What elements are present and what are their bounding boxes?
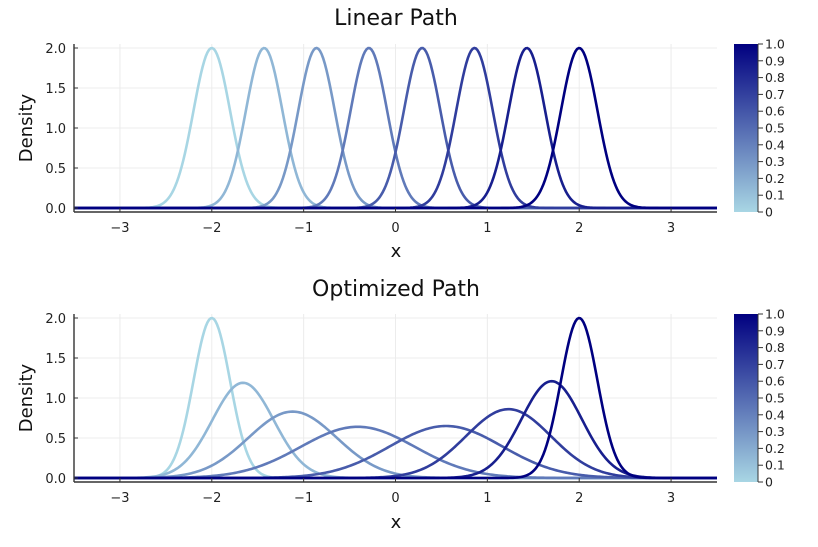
y-tick-label: 1.0 (45, 122, 66, 137)
x-tick-label: 2 (575, 491, 583, 506)
y-tick-label: 0.0 (45, 472, 66, 487)
y-tick-label: 0.5 (45, 162, 66, 177)
colorbar-tick-label: 0.3 (765, 154, 785, 169)
x-tick-label: 3 (667, 221, 675, 236)
colorbar-tick-label: 1.0 (765, 307, 785, 322)
y-tick-label: 1.5 (45, 82, 66, 97)
y-tick-label: 0.5 (45, 432, 66, 447)
x-tick-label: 0 (391, 221, 399, 236)
y-axis-label: Density (16, 363, 37, 432)
x-axis-label: x (391, 512, 402, 533)
colorbar-tick-label: 0.5 (765, 391, 785, 406)
gridlines (74, 314, 717, 482)
x-tick-label: −2 (202, 491, 221, 506)
colorbar: 0 0.1 0.2 0.3 0.40.5 0.6 0.7 0.8 0.91.0 (734, 37, 785, 220)
colorbar-tick-label: 0.6 (765, 104, 785, 119)
colorbar-tick-label: 0.8 (765, 70, 785, 85)
chart-title: Optimized Path (312, 277, 480, 302)
colorbar-tick-label: 0.1 (765, 458, 785, 473)
y-tick-label: 2.0 (45, 312, 66, 327)
y-axis-label: Density (16, 93, 37, 162)
colorbar-tick-label: 0.2 (765, 441, 785, 456)
colorbar-tick-label: 0.9 (765, 323, 785, 338)
colorbar-tick-label: 0.4 (765, 407, 785, 422)
x-tick-label: −1 (294, 491, 313, 506)
linear-path-panel: Linear Path −3 −2 −1 0 1 2 30.00.51.01.52.0 x … (16, 6, 785, 262)
colorbar-tick-label: 0.3 (765, 424, 785, 439)
colorbar-tick-label: 0.8 (765, 340, 785, 355)
gridlines (74, 44, 717, 212)
x-tick-label: −3 (110, 491, 129, 506)
axes: −3 −2 −1 0 1 2 3 0.0 0.5 1.0 1.5 2.0 (45, 312, 717, 506)
chart-title: Linear Path (334, 6, 458, 31)
axes: −3 −2 −1 0 1 2 3 0.0 0.5 1.0 1.5 2.0 (45, 42, 717, 236)
x-tick-label: 3 (667, 491, 675, 506)
colorbar-tick-label: 0.9 (765, 53, 785, 68)
colorbar-tick-label: 0.5 (765, 121, 785, 136)
colorbar-tick-label: 0.7 (765, 357, 785, 372)
colorbar-tick-label: 0.2 (765, 171, 785, 186)
colorbar-tick-label: 1.0 (765, 37, 785, 52)
x-tick-label: 2 (575, 221, 583, 236)
x-tick-label: 0 (391, 491, 399, 506)
colorbar-tick-label: 0.1 (765, 188, 785, 203)
y-tick-label: 0.0 (45, 202, 66, 217)
colorbar-tick-label: 0.4 (765, 137, 785, 152)
x-tick-label: 1 (483, 491, 491, 506)
x-axis-label: x (391, 241, 402, 262)
optimized-path-panel: Optimized Path −3 −2 −1 0 1 2 3 0.0 0.5 1.0 1.5 2.0… (16, 277, 785, 533)
y-tick-label: 2.0 (45, 42, 66, 57)
x-tick-label: −3 (110, 221, 129, 236)
y-tick-label: 1.0 (45, 392, 66, 407)
x-tick-label: 1 (483, 221, 491, 236)
colorbar-tick-label: 0.7 (765, 87, 785, 102)
colorbar-gradient (734, 314, 758, 482)
colorbar-tick-label: 0 (765, 475, 773, 490)
colorbar-tick-label: 0 (765, 205, 773, 220)
x-tick-label: −1 (294, 221, 313, 236)
colorbar-tick-label: 0.6 (765, 374, 785, 389)
colorbar: 0 0.1 0.2 0.3 0.40.5 0.6 0.7 0.8 0.91.0 (734, 307, 785, 490)
y-tick-label: 1.5 (45, 352, 66, 367)
colorbar-gradient (734, 44, 758, 212)
x-tick-label: −2 (202, 221, 221, 236)
